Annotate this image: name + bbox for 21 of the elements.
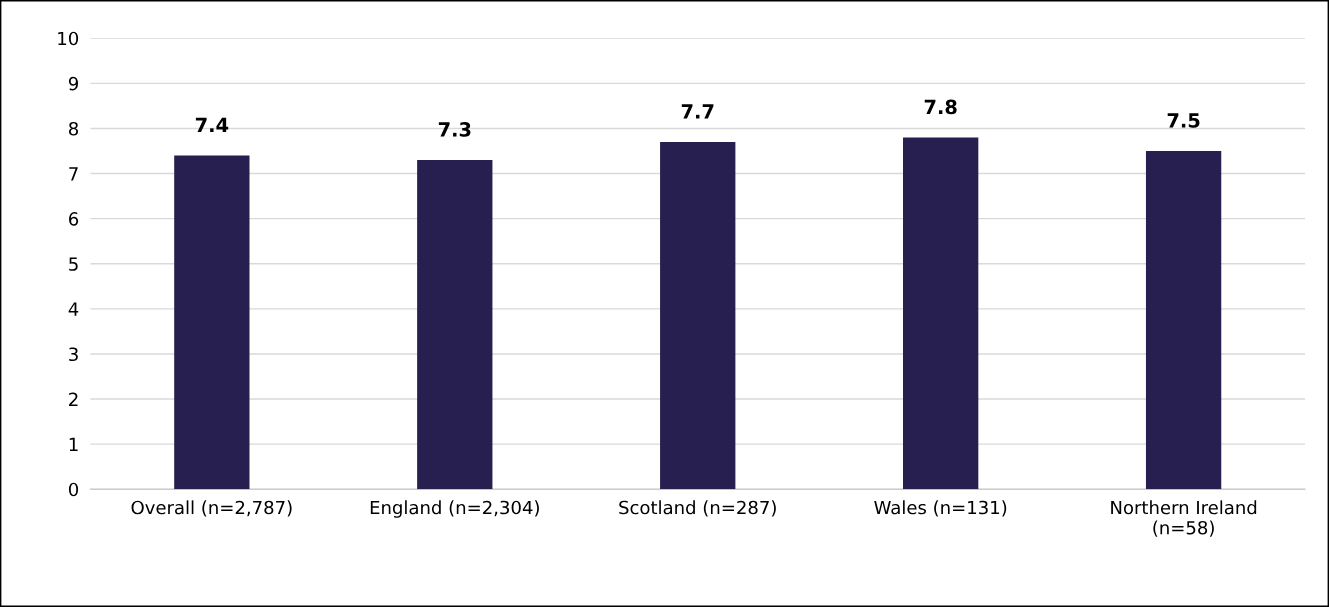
x-tick-label: Scotland (n=287) (619, 500, 776, 517)
y-tick-label: 7 (69, 167, 78, 181)
y-tick-label: 8 (69, 121, 79, 136)
y-tick-label: 5 (69, 257, 78, 271)
data-label: 7.3 (438, 122, 471, 137)
data-label: 7.5 (1167, 113, 1200, 128)
y-tick-label: 10 (58, 31, 79, 46)
y-tick-label: 9 (68, 76, 78, 91)
x-tick-label: Wales (n=131) (874, 500, 1007, 517)
data-label: 7.7 (681, 104, 714, 119)
y-tick-label: 6 (69, 212, 79, 226)
y-tick-label: 0 (68, 482, 79, 497)
x-tick-label: England (n=2,304) (370, 500, 539, 518)
y-tick-label: 3 (69, 347, 78, 362)
data-label: 7.8 (924, 99, 957, 115)
y-tick-label: 2 (69, 392, 78, 406)
x-tick-label: Overall (n=2,787) (131, 500, 292, 517)
x-tick-label: Northern Ireland (n=58) (1111, 500, 1257, 537)
y-tick-label: 1 (69, 437, 78, 451)
data-label: 7.4 (195, 117, 229, 133)
y-tick-label: 4 (68, 302, 79, 316)
